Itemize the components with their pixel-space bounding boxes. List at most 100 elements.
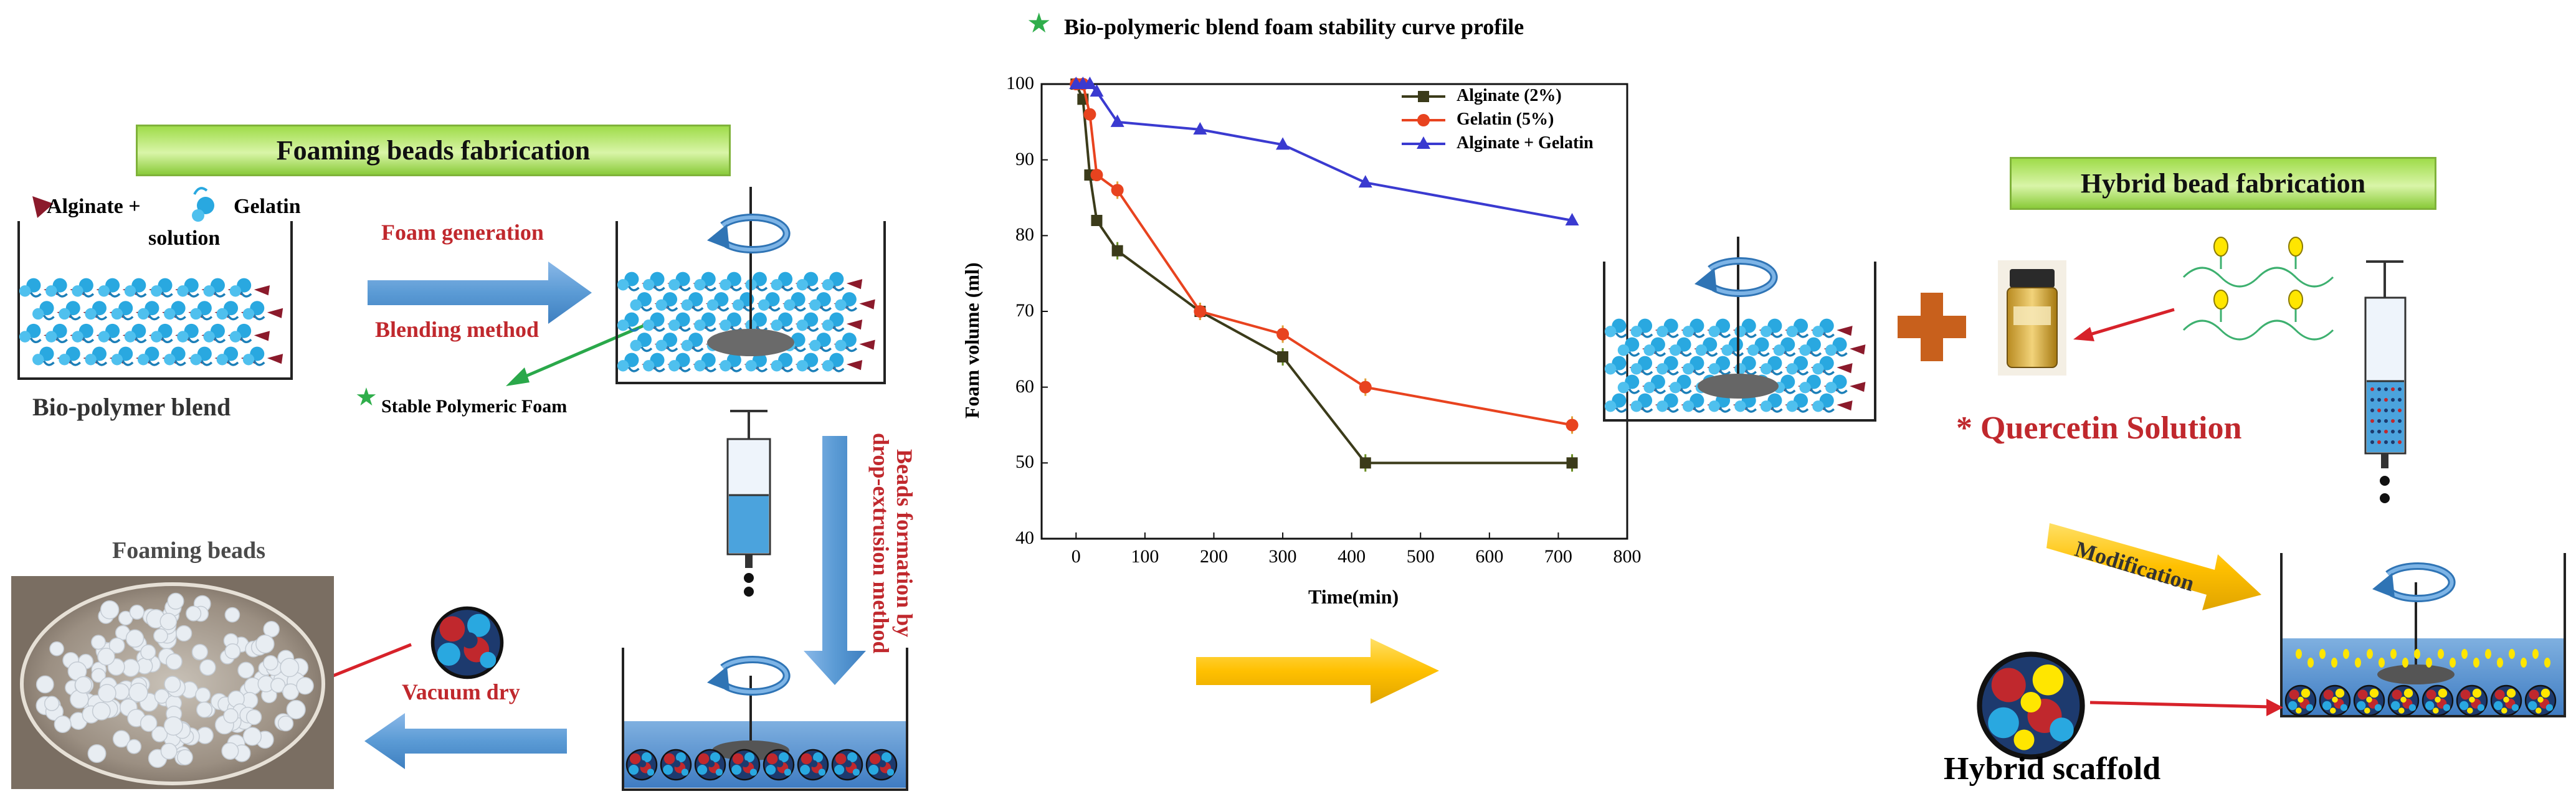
syringe-dot xyxy=(2370,440,2374,444)
blend-label: Bio-polymer blend xyxy=(32,393,231,421)
petri-bead xyxy=(166,653,183,670)
syringe-dot xyxy=(2370,419,2374,423)
foam-cluster xyxy=(228,277,271,298)
stable-foam-star-icon: ★ xyxy=(355,383,378,412)
syringe-dot xyxy=(2391,419,2395,423)
foam-generation-label: Foam generation xyxy=(381,220,544,245)
quercetin-drop xyxy=(2367,649,2373,659)
quercetin-molecules-icon xyxy=(2182,237,2334,341)
petri-bead xyxy=(280,658,300,678)
petri-bead xyxy=(191,643,208,661)
bath-bead xyxy=(831,749,863,781)
petri-bead xyxy=(154,689,169,704)
foam-cluster xyxy=(1811,354,1854,376)
foam-cluster xyxy=(242,300,284,321)
petri-bead xyxy=(160,742,178,760)
petri-bead xyxy=(91,635,106,650)
hybrid-bath-bead xyxy=(2524,684,2557,717)
petri-bead xyxy=(296,676,314,695)
hybrid-bath-bead xyxy=(2284,684,2317,717)
quercetin-drop xyxy=(2390,649,2397,659)
syringe-dot xyxy=(2391,409,2395,412)
petri-bead xyxy=(159,613,178,630)
syringe-right xyxy=(2364,260,2407,503)
petri-bead xyxy=(54,715,72,733)
foaming-beads-title: Foaming beads xyxy=(112,537,265,564)
petri-bead xyxy=(163,716,183,736)
syringe-dot xyxy=(2377,398,2381,402)
petri-bead xyxy=(100,600,120,620)
hybrid-bath-bead xyxy=(2387,684,2420,717)
petri-bead xyxy=(186,605,202,622)
foam-cluster xyxy=(821,311,863,333)
syringe-dot xyxy=(2377,387,2381,391)
syringe-dot xyxy=(2370,387,2374,391)
petri-bead xyxy=(128,683,148,702)
bath-bead xyxy=(660,749,692,781)
petri-bead xyxy=(129,604,145,620)
quercetin-drop xyxy=(2426,658,2432,668)
mixing-beaker xyxy=(1603,237,1876,422)
bead-bath-beaker xyxy=(622,648,908,791)
foaming-beads-photo xyxy=(11,576,334,789)
molecule-head xyxy=(2288,290,2303,310)
chart-title: Bio-polymeric blend foam stability curve… xyxy=(1064,14,1524,39)
petri-bead xyxy=(245,709,262,726)
data-point-alginate-gelatin xyxy=(1110,114,1124,127)
petri-bead xyxy=(140,714,158,732)
data-point-alginate-2 xyxy=(1277,351,1289,362)
syringe-dot xyxy=(2398,409,2402,412)
petri-bead xyxy=(270,678,286,693)
petri-bead xyxy=(87,744,107,763)
bath-bead xyxy=(865,749,898,781)
vacuum-dry-label: Vacuum dry xyxy=(402,679,520,704)
molecule-head xyxy=(2213,290,2228,310)
quercetin-label: * Quercetin Solution xyxy=(1956,410,2242,446)
chart-legend xyxy=(1402,91,1445,149)
quercetin-drop xyxy=(2355,658,2361,668)
plus-icon xyxy=(1898,293,1966,361)
y-tick-label: 50 xyxy=(1015,452,1034,473)
quercetin-drop xyxy=(2450,658,2456,668)
quercetin-drop xyxy=(2414,649,2420,659)
petri-bead xyxy=(224,607,240,623)
syringe-dot xyxy=(2398,398,2402,402)
hybrid-bead-icon xyxy=(1980,655,2083,757)
quercetin-drop xyxy=(2473,658,2479,668)
syringe-dot xyxy=(2391,430,2395,433)
data-point-alginate-2 xyxy=(1359,457,1371,469)
petri-bead xyxy=(153,628,168,643)
beads-formation-line2: drop-extrusion method xyxy=(868,433,894,654)
foam-cluster xyxy=(834,331,877,352)
petri-bead xyxy=(108,637,125,654)
data-point-alginate-gelatin xyxy=(1358,175,1372,188)
gelatin-label: Gelatin xyxy=(234,195,301,218)
hybrid-bath-bead xyxy=(2319,684,2351,717)
alginate-label: Alginate + xyxy=(47,195,141,218)
legend-marker xyxy=(1418,91,1429,102)
syringe-dot xyxy=(2370,430,2374,433)
syringe-dot xyxy=(2384,430,2388,433)
syringe-dot xyxy=(2391,387,2395,391)
petri-bead xyxy=(242,727,262,746)
molecule-chain xyxy=(2182,319,2260,341)
blend-beaker xyxy=(17,221,293,380)
petri-bead xyxy=(196,701,213,718)
foam-cluster xyxy=(821,351,863,373)
data-point-alginate-gelatin xyxy=(1276,137,1290,150)
data-point-gelatin-5 xyxy=(1194,305,1207,318)
foam-cluster xyxy=(1811,317,1854,339)
bath-bead xyxy=(728,749,761,781)
petri-bead xyxy=(151,726,168,742)
petri-bead xyxy=(97,648,115,666)
syringe-dot xyxy=(2398,440,2402,444)
x-tick-label: 100 xyxy=(1131,546,1159,567)
hybrid-banner: Hybrid bead fabrication xyxy=(2010,157,2436,210)
quercetin-drop xyxy=(2296,649,2302,659)
quercetin-drop xyxy=(2438,649,2444,659)
petri-bead xyxy=(125,629,145,648)
petri-bead xyxy=(221,742,239,760)
red-arrow-to-bath xyxy=(2089,699,2283,716)
x-tick-label: 300 xyxy=(1268,546,1297,567)
y-tick-label: 40 xyxy=(1015,527,1034,548)
